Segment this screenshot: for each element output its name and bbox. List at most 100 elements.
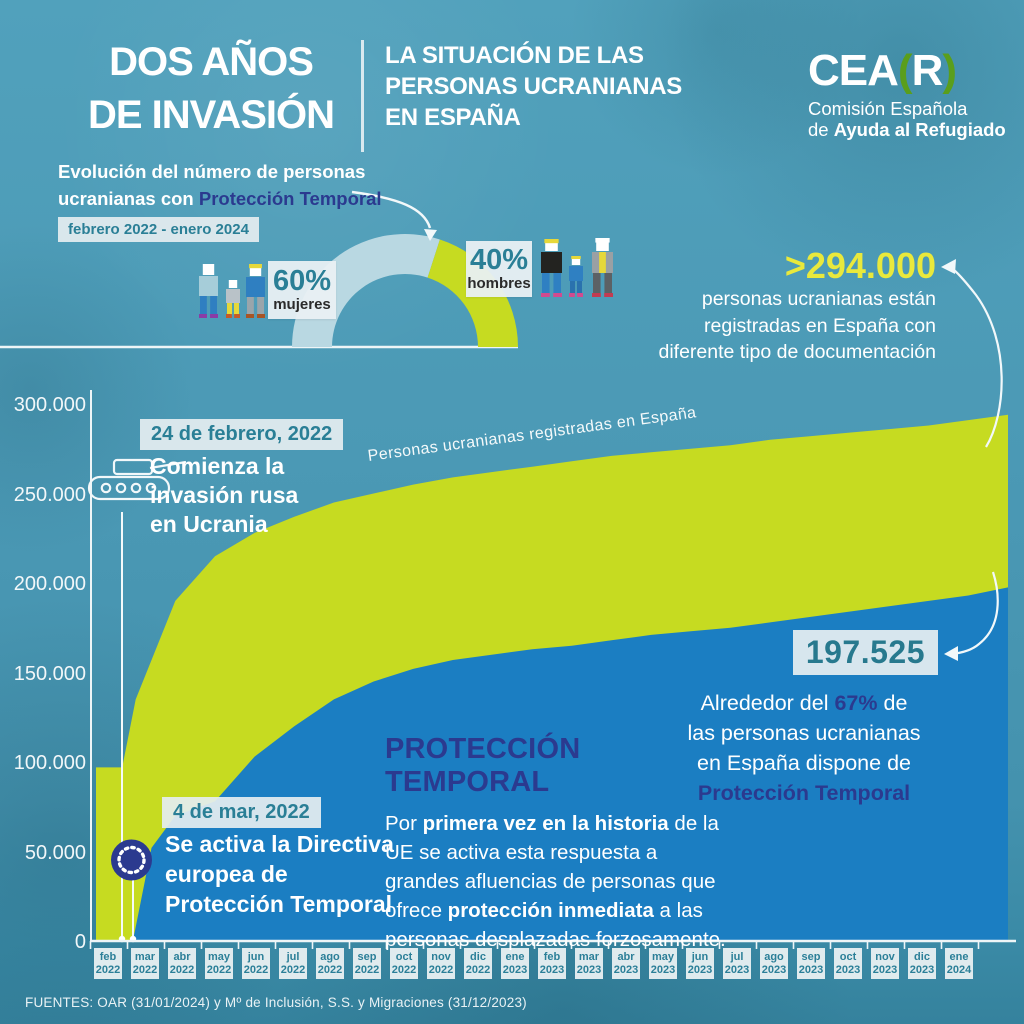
person-icon: [199, 264, 218, 318]
women-share-badge: 60% mujeres: [268, 261, 336, 319]
pt-value-badge: 197.525: [792, 630, 938, 675]
y-axis-label: 250.000: [13, 484, 86, 506]
men-label: hombres: [467, 275, 531, 292]
registered-value: >294.000: [784, 245, 936, 286]
x-axis-label: sep 2022: [353, 948, 381, 979]
registered-line-3: diferente tipo de documentación: [658, 341, 936, 363]
chart-intro: Evolución del número de personas ucrania…: [58, 158, 382, 212]
org-line-2: de Ayuda al Refugiado: [808, 119, 1006, 140]
x-axis-label: nov 2023: [871, 948, 899, 979]
x-axis-label: dic 2023: [908, 948, 936, 979]
intro-line-1: Evolución del número de personas: [58, 161, 366, 182]
pt-line-1: Alrededor del 67% de: [670, 688, 938, 718]
x-axis-label: abr 2022: [168, 948, 196, 979]
title-line-2: DE INVASIÓN: [87, 93, 335, 137]
pt-line-1-suffix: de: [877, 691, 908, 715]
org-name: Comisión Española de Ayuda al Refugiado: [808, 98, 1006, 140]
protection-b1: primera vez en la historia: [422, 812, 669, 835]
x-axis-label: jul 2022: [279, 948, 307, 979]
women-percent: 60%: [272, 265, 332, 297]
directive-line-3: Protección Temporal: [165, 891, 393, 917]
invasion-date-chip: 24 de febrero, 2022: [140, 419, 344, 450]
invasion-line-3: en Ucrania: [150, 511, 268, 537]
y-axis-label: 0: [74, 931, 86, 953]
title-line-1: DOS AÑOS: [109, 40, 314, 84]
protection-p2: de la UE se activa esta respuesta a gran…: [385, 812, 719, 922]
protection-paragraph: Por primera vez en la historia de la UE …: [385, 809, 733, 954]
x-axis-ticks: [89, 941, 980, 949]
protection-p3: a las personas desplazadas forzosamente.: [385, 899, 726, 951]
page-title: DOS AÑOS DE INVASIÓN: [80, 36, 342, 142]
y-axis-label: 150.000: [13, 663, 86, 685]
intro-line-2: ucranianas con Protección Temporal: [58, 185, 382, 212]
x-axis-label: jul 2023: [723, 948, 751, 979]
protection-explainer: PROTECCIÓN TEMPORAL Por primera vez en l…: [385, 733, 733, 954]
invasion-line-1: Comienza la: [150, 453, 285, 479]
x-axis-label: mar 2023: [575, 948, 603, 979]
x-axis-label: nov 2022: [427, 948, 455, 979]
protection-title: PROTECCIÓN TEMPORAL: [385, 733, 581, 798]
x-axis-label: sep 2023: [797, 948, 825, 979]
subtitle-line-1: LA SITUACIÓN DE LAS: [385, 42, 644, 69]
sources-footer: FUENTES: OAR (31/01/2024) y Mº de Inclus…: [25, 995, 527, 1010]
x-axis-label: jun 2022: [242, 948, 270, 979]
pt-percent: 67%: [834, 691, 878, 715]
y-axis-label: 300.000: [13, 394, 86, 416]
area-temporal-protection-series: [132, 587, 1008, 941]
x-axis-label: dic 2022: [464, 948, 492, 979]
x-axis-label: oct 2023: [834, 948, 862, 979]
pt-callout: Alrededor del 67% de las personas ucrani…: [670, 688, 938, 808]
men-percent: 40%: [469, 244, 529, 276]
logo-paren-open: (: [897, 46, 913, 95]
logo-text-r: R: [911, 46, 944, 95]
x-axis-label: may 2022: [205, 948, 233, 979]
subtitle-line-2: PERSONAS UCRANIANAS: [385, 73, 682, 100]
arrow-pt-head: [944, 646, 958, 661]
tank-icon: [87, 458, 187, 501]
x-axis-label: ene 2024: [945, 948, 973, 979]
arrow-to-donut-head: [424, 229, 437, 241]
registered-line-1: personas ucranianas están: [701, 288, 936, 310]
person-icon: [226, 280, 240, 318]
people-pictograms: [199, 238, 613, 318]
org-line-1: Comisión Española: [808, 98, 968, 119]
arrow-registered-head: [941, 259, 956, 274]
y-axis-label: 50.000: [24, 842, 86, 864]
arrow-registered-callout: [953, 269, 1003, 448]
men-share-badge: 40% hombres: [466, 241, 532, 297]
eu-flag-icon: [111, 839, 152, 881]
x-axis-label: feb 2023: [538, 948, 566, 979]
person-icon: [569, 256, 583, 297]
x-axis-label: ene 2023: [501, 948, 529, 979]
arrow-pt-callout: [950, 571, 999, 656]
person-icon: [246, 264, 265, 318]
page-subtitle: LA SITUACIÓN DE LAS PERSONAS UCRANIANAS …: [385, 40, 682, 133]
org-line-2-bold: Ayuda al Refugiado: [833, 119, 1006, 140]
arrow-to-donut: [351, 190, 432, 229]
protection-p1: Por: [385, 812, 423, 835]
x-axis-label: oct 2022: [390, 948, 418, 979]
y-axis-label: 100.000: [13, 752, 86, 774]
invasion-line-2: invasión rusa: [150, 482, 299, 508]
cear-logo: CEA(R) Comisión Española de Ayuda al Ref…: [808, 48, 1006, 141]
x-axis-label: may 2023: [649, 948, 677, 979]
x-axis-label: mar 2022: [131, 948, 159, 979]
logo-text: CEA: [808, 46, 899, 95]
x-axis-label: ago 2023: [760, 948, 788, 979]
registered-line-2: registradas en España con: [704, 314, 936, 337]
x-axis-label: abr 2023: [612, 948, 640, 979]
person-icon: [541, 239, 562, 297]
directive-line-2: europea de: [165, 861, 288, 887]
x-axis-label: ago 2022: [316, 948, 344, 979]
cear-logo-wordmark: CEA(R): [808, 48, 1006, 94]
pt-line-2: las personas ucranianas: [687, 721, 921, 745]
intro-line-2-prefix: ucranianas con: [58, 188, 199, 209]
protection-b2: protección inmediata: [447, 899, 654, 922]
logo-paren-close: ): [942, 46, 957, 95]
subtitle-line-3: EN ESPAÑA: [385, 104, 521, 131]
invasion-annotation: Comienza la invasión rusa en Ucrania: [150, 452, 298, 539]
directive-date-chip: 4 de mar, 2022: [162, 797, 321, 828]
directive-annotation: Se activa la Directiva europea de Protec…: [165, 829, 394, 919]
pt-line-1-prefix: Alrededor del: [700, 691, 835, 715]
